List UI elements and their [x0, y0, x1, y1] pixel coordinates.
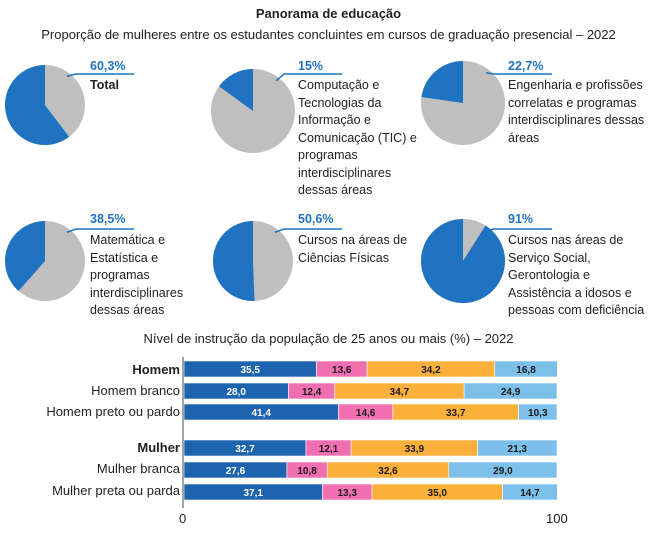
bar-value-label: 14,7	[520, 488, 540, 499]
bar-value-label: 35,5	[240, 365, 260, 376]
pie-label-servico-social: Cursos nas áreas de Serviço Social, Gero…	[508, 233, 645, 317]
pie-highlight-slice	[5, 221, 46, 291]
x-tick-100: 100	[546, 511, 568, 526]
pie-2	[421, 61, 552, 145]
chart-title: Panorama de educação	[255, 6, 402, 21]
bar-value-label: 13,6	[332, 365, 352, 376]
pie-section-subtitle: Proporção de mulheres entre os estudante…	[41, 27, 616, 42]
bar-value-label: 33,9	[405, 444, 425, 455]
pie-leader-line	[66, 73, 134, 77]
pie-1	[211, 69, 342, 153]
row-label-homem-branco: Homem branco	[91, 383, 180, 398]
bar-segment	[463, 382, 558, 400]
pie-leader-line	[66, 228, 134, 233]
pie-0	[5, 65, 134, 145]
pie-charts	[5, 61, 552, 303]
x-tick-0: 0	[179, 511, 187, 526]
bar-value-label: 10,3	[528, 408, 548, 419]
pie-percent-total: 60,3%	[90, 59, 126, 73]
pie-5	[420, 219, 552, 303]
bar-segment	[448, 461, 558, 479]
pie-3	[5, 221, 134, 301]
bar-value-label: 33,7	[446, 408, 466, 419]
bar-value-label: 24,9	[501, 387, 521, 398]
pie-leader-line	[485, 72, 552, 75]
pie-leader-line	[274, 228, 342, 233]
bar-value-label: 41,4	[251, 408, 271, 419]
pie-percent-matematica: 38,5%	[90, 212, 126, 226]
pie-label-engenharia: Engenharia e profissões correlatas e pro…	[508, 78, 645, 145]
row-label-mulher: Mulher	[137, 440, 180, 455]
pie-label-total: Total	[90, 78, 119, 92]
pie-leader-line	[485, 228, 552, 232]
bar-value-labels: 35,5 13,6 34,2 16,8 28,0 12,4 34,7 24,9 41,4 14,6…	[226, 365, 548, 499]
row-label-mulher-branca: Mulher branca	[96, 461, 180, 476]
pie-highlight-slice	[212, 220, 255, 301]
bar-value-label: 12,1	[319, 444, 339, 455]
bar-value-label: 37,1	[243, 488, 263, 499]
pie-4	[212, 220, 342, 301]
pie-highlight-slice	[5, 65, 70, 145]
bar-value-label: 27,6	[226, 466, 246, 477]
bar-value-label: 34,7	[390, 387, 410, 398]
bar-value-label: 28,0	[226, 387, 246, 398]
bar-value-label: 32,7	[235, 444, 255, 455]
pie-percent-tic: 15%	[298, 59, 324, 73]
bar-segment	[477, 439, 558, 457]
pie-highlight-slice	[421, 61, 463, 103]
pie-percent-servico-social: 91%	[508, 212, 534, 226]
bar-segment	[494, 360, 558, 378]
bar-segments	[183, 360, 558, 501]
bar-value-label: 34,2	[421, 365, 441, 376]
bar-value-label: 16,8	[516, 365, 536, 376]
bar-value-label: 10,8	[297, 466, 317, 477]
pie-highlight-slice	[420, 219, 505, 303]
bar-value-label: 32,6	[378, 466, 398, 477]
pie-percent-fisicas: 50,6%	[298, 212, 334, 226]
pie-leader-line	[275, 73, 342, 82]
pie-highlight-slice	[219, 69, 253, 111]
bar-value-label: 35,0	[428, 488, 448, 499]
bar-value-label: 14,6	[356, 408, 376, 419]
bar-value-label: 12,4	[302, 387, 322, 398]
bar-value-label: 29,0	[493, 466, 513, 477]
pie-percent-engenharia: 22,7%	[508, 59, 544, 73]
bar-segment	[502, 483, 558, 501]
bar-chart-title: Nível de instrução da população de 25 an…	[143, 331, 514, 346]
bar-value-label: 13,3	[337, 488, 357, 499]
pie-label-tic: Computação e Tecnologias da Informação e…	[298, 78, 417, 197]
row-label-mulher-preta-parda: Mulher preta ou parda	[52, 483, 180, 498]
pie-label-matematica: Matemática e Estatística e programas int…	[90, 233, 184, 317]
bar-segment	[518, 403, 558, 421]
row-label-homem-preto-pardo: Homem preto ou pardo	[46, 404, 180, 419]
row-label-homem: Homem	[132, 362, 180, 377]
pie-label-fisicas: Cursos na áreas de Ciências Físicas	[298, 233, 408, 265]
bar-value-label: 21,3	[508, 444, 528, 455]
